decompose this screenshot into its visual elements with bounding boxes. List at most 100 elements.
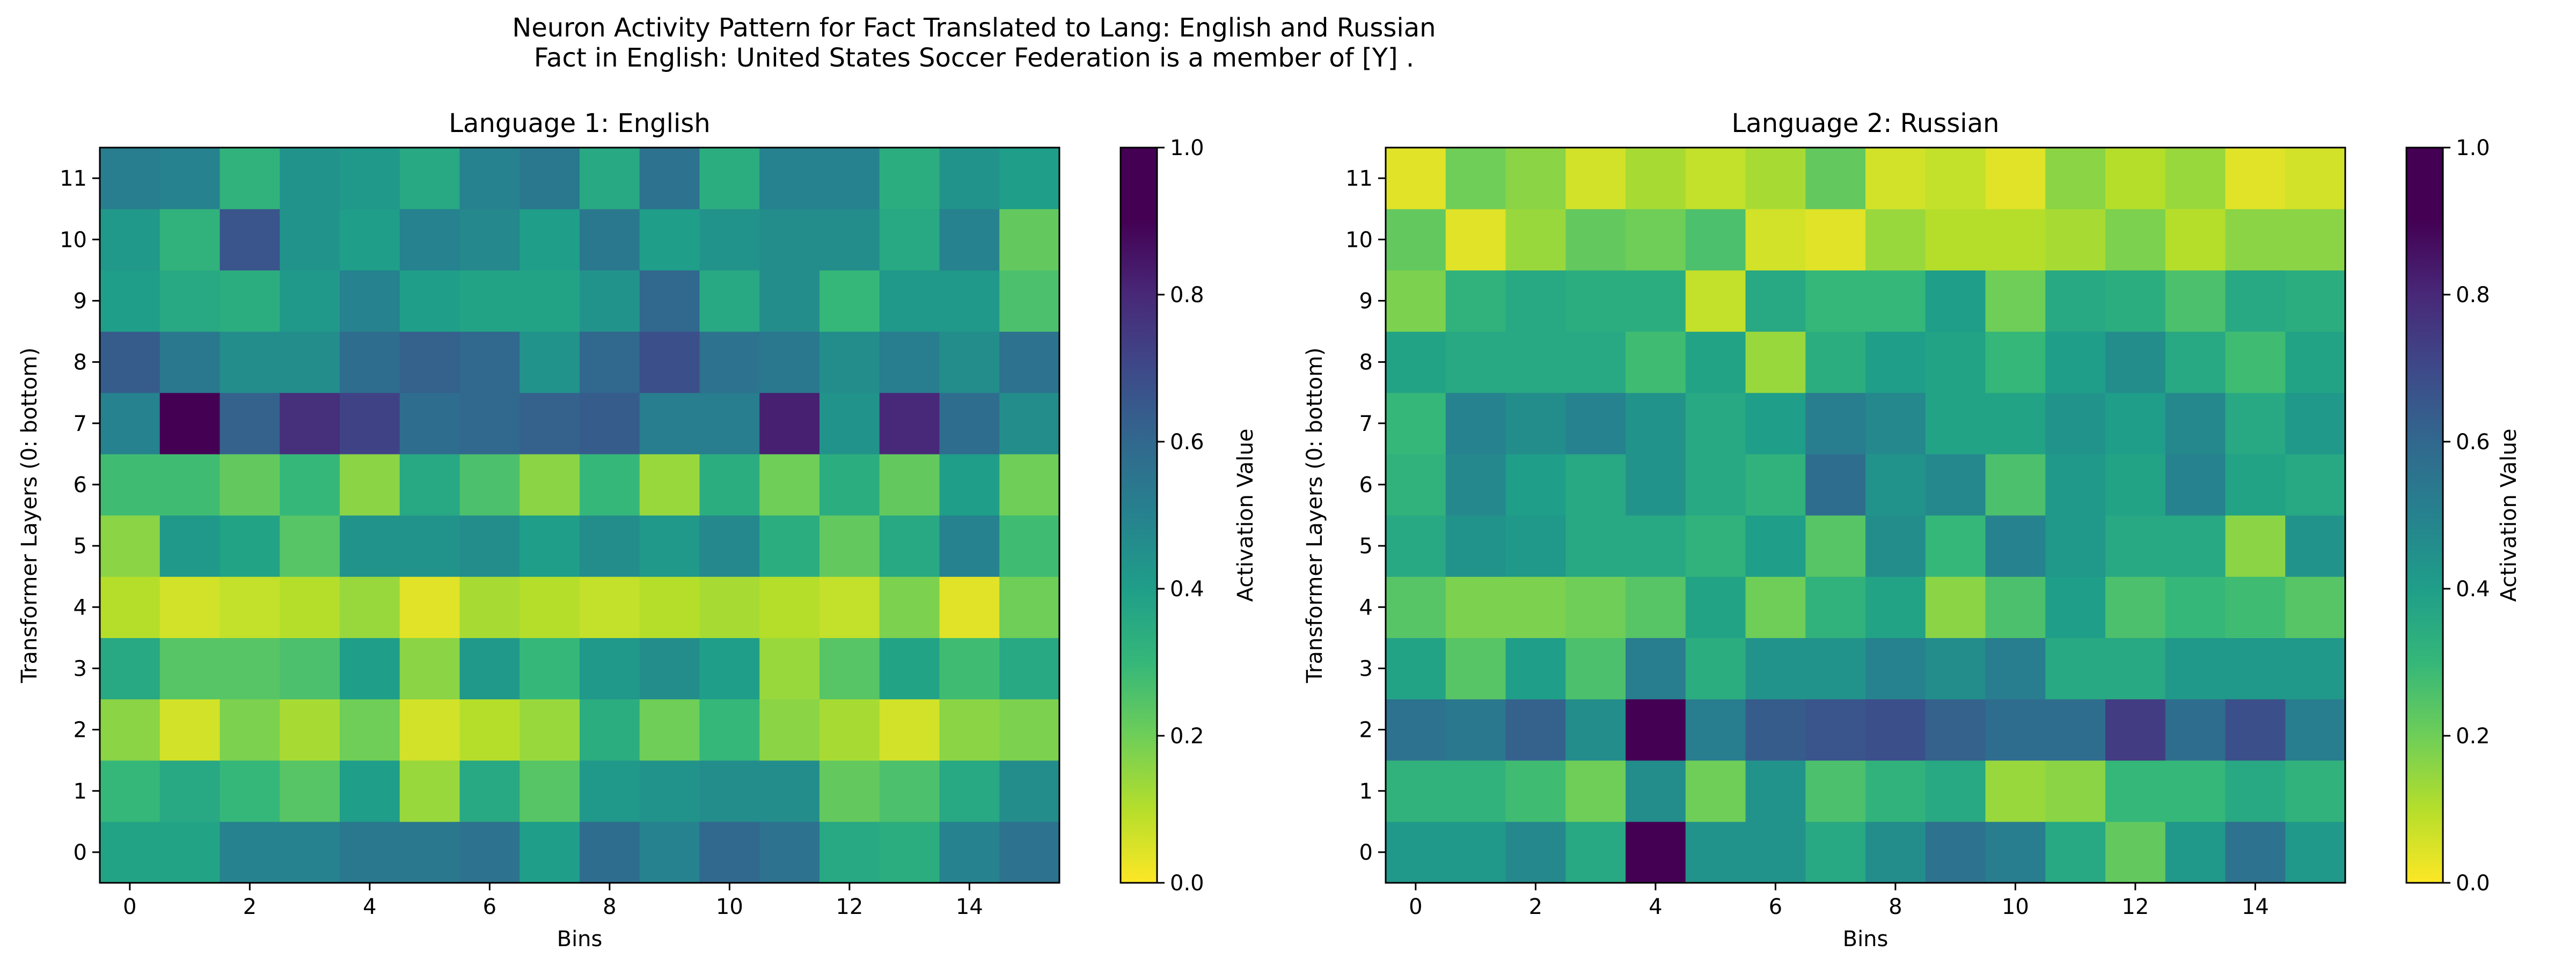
heatmap-cell-russian-L0-B3 bbox=[1565, 821, 1626, 883]
heatmap-cell-english-L7-B2 bbox=[219, 392, 280, 455]
y-axis-label-english: Transformer Layers (0: bottom) bbox=[17, 347, 42, 683]
heatmap-cell-english-L3-B15 bbox=[999, 638, 1060, 700]
heatmap-cell-russian-L5-B1 bbox=[1445, 515, 1506, 577]
heatmap-cell-english-L8-B11 bbox=[759, 331, 820, 393]
heatmap-cell-russian-L0-B14 bbox=[2225, 821, 2286, 883]
heatmap-cell-english-L5-B10 bbox=[699, 515, 760, 577]
heatmap-cell-russian-L7-B1 bbox=[1445, 392, 1506, 455]
heatmap-cell-english-L1-B1 bbox=[159, 760, 221, 822]
heatmap-cell-russian-L7-B2 bbox=[1505, 392, 1566, 455]
y-tick-label: 10 bbox=[60, 228, 87, 252]
heatmap-cell-english-L5-B13 bbox=[879, 515, 940, 577]
heatmap-cell-english-L3-B9 bbox=[639, 638, 700, 700]
heatmap-cell-russian-L3-B12 bbox=[2105, 638, 2166, 700]
heatmap-cell-russian-L8-B6 bbox=[1745, 331, 1806, 393]
heatmap-cell-russian-L11-B9 bbox=[1925, 148, 1986, 209]
heatmap-cell-russian-L3-B4 bbox=[1626, 638, 1686, 700]
heatmap-cell-russian-L9-B8 bbox=[1865, 270, 1926, 332]
heatmap-cell-russian-L4-B0 bbox=[1386, 576, 1446, 638]
heatmap-cell-english-L7-B6 bbox=[459, 392, 520, 455]
heatmap-cell-english-L8-B9 bbox=[639, 331, 700, 393]
heatmap-cell-russian-L4-B1 bbox=[1445, 576, 1506, 638]
heatmap-cell-english-L0-B7 bbox=[519, 821, 580, 883]
heatmap-cell-english-L8-B14 bbox=[939, 331, 1000, 393]
heatmap-cell-russian-L9-B9 bbox=[1925, 270, 1986, 332]
heatmap-cell-english-L5-B5 bbox=[399, 515, 460, 577]
heatmap-cell-russian-L7-B7 bbox=[1805, 392, 1866, 455]
heatmap-cell-russian-L11-B6 bbox=[1745, 148, 1806, 209]
heatmap-cell-russian-L6-B1 bbox=[1445, 453, 1506, 516]
heatmap-cell-english-L8-B12 bbox=[819, 331, 880, 393]
heatmap-cell-russian-L8-B10 bbox=[1985, 331, 2046, 393]
heatmap-cell-english-L7-B15 bbox=[999, 392, 1060, 455]
heatmap-cell-english-L6-B6 bbox=[459, 453, 520, 516]
heatmap-cell-english-L7-B3 bbox=[280, 392, 340, 455]
heatmap-cell-russian-L6-B11 bbox=[2045, 453, 2106, 516]
heatmap-cell-english-L9-B14 bbox=[939, 270, 1000, 332]
heatmap-cell-english-L2-B0 bbox=[100, 699, 160, 761]
heatmap-cell-russian-L11-B10 bbox=[1985, 148, 2046, 209]
colorbar-tick-label: 0.6 bbox=[1170, 430, 1204, 455]
heatmap-cell-english-L4-B1 bbox=[159, 576, 221, 638]
heatmap-cell-russian-L6-B14 bbox=[2225, 453, 2286, 516]
heatmap-cell-russian-L4-B11 bbox=[2045, 576, 2106, 638]
heatmap-cell-english-L9-B6 bbox=[459, 270, 520, 332]
heatmap-cell-english-L3-B11 bbox=[759, 638, 820, 700]
heatmap-cell-english-L11-B1 bbox=[159, 148, 221, 209]
heatmap-cell-russian-L8-B2 bbox=[1505, 331, 1566, 393]
heatmap-cell-russian-L10-B15 bbox=[2285, 209, 2346, 270]
y-tick-label: 7 bbox=[1359, 412, 1373, 436]
heatmap-cell-english-L3-B5 bbox=[399, 638, 460, 700]
heatmap-cell-english-L1-B13 bbox=[879, 760, 940, 822]
heatmap-cell-english-L3-B10 bbox=[699, 638, 760, 700]
heatmap-cell-russian-L10-B4 bbox=[1626, 209, 1686, 270]
heatmap-cell-english-L8-B10 bbox=[699, 331, 760, 393]
heatmap-cell-russian-L10-B14 bbox=[2225, 209, 2286, 270]
heatmap-cell-russian-L2-B3 bbox=[1565, 699, 1626, 761]
heatmap-cell-english-L0-B4 bbox=[340, 821, 400, 883]
x-tick-label: 10 bbox=[716, 895, 743, 919]
heatmap-cell-english-L10-B3 bbox=[280, 209, 340, 270]
heatmap-cell-english-L6-B2 bbox=[219, 453, 280, 516]
heatmap-cell-english-L2-B6 bbox=[459, 699, 520, 761]
heatmap-cells-english bbox=[100, 148, 1060, 883]
heatmap-cell-english-L11-B8 bbox=[580, 148, 640, 209]
heatmap-cell-russian-L5-B4 bbox=[1626, 515, 1686, 577]
heatmap-cell-english-L11-B0 bbox=[100, 148, 160, 209]
heatmap-cell-english-L3-B1 bbox=[159, 638, 221, 700]
heatmap-cell-english-L4-B4 bbox=[340, 576, 400, 638]
heatmap-cell-russian-L6-B4 bbox=[1626, 453, 1686, 516]
heatmap-cell-russian-L5-B15 bbox=[2285, 515, 2346, 577]
heatmap-cell-russian-L9-B1 bbox=[1445, 270, 1506, 332]
heatmap-cell-russian-L10-B7 bbox=[1805, 209, 1866, 270]
heatmap-cell-english-L4-B5 bbox=[399, 576, 460, 638]
x-tick-label: 10 bbox=[2002, 895, 2029, 919]
y-tick-label: 8 bbox=[74, 350, 87, 375]
heatmap-cell-english-L8-B2 bbox=[219, 331, 280, 393]
x-tick-label: 6 bbox=[1769, 895, 1782, 919]
heatmap-cell-russian-L4-B5 bbox=[1685, 576, 1746, 638]
heatmap-cell-russian-L5-B14 bbox=[2225, 515, 2286, 577]
heatmap-cell-russian-L2-B15 bbox=[2285, 699, 2346, 761]
heatmap-cell-russian-L2-B7 bbox=[1805, 699, 1866, 761]
heatmap-cell-russian-L9-B3 bbox=[1565, 270, 1626, 332]
heatmap-cell-english-L10-B0 bbox=[100, 209, 160, 270]
heatmap-cell-russian-L1-B4 bbox=[1626, 760, 1686, 822]
heatmap-cell-english-L9-B10 bbox=[699, 270, 760, 332]
y-tick-label: 0 bbox=[74, 840, 87, 865]
heatmap-cell-russian-L1-B14 bbox=[2225, 760, 2286, 822]
heatmap-cell-english-L5-B14 bbox=[939, 515, 1000, 577]
heatmap-cell-russian-L9-B14 bbox=[2225, 270, 2286, 332]
y-tick-label: 6 bbox=[74, 473, 87, 497]
heatmap-cell-english-L5-B2 bbox=[219, 515, 280, 577]
heatmap-cell-english-L1-B10 bbox=[699, 760, 760, 822]
heatmap-cell-english-L0-B9 bbox=[639, 821, 700, 883]
x-tick-label: 4 bbox=[363, 895, 376, 919]
y-tick-label: 11 bbox=[1345, 166, 1373, 191]
heatmap-cell-russian-L9-B0 bbox=[1386, 270, 1446, 332]
heatmap-cell-russian-L10-B3 bbox=[1565, 209, 1626, 270]
heatmap-cell-russian-L3-B15 bbox=[2285, 638, 2346, 700]
heatmap-cell-russian-L2-B14 bbox=[2225, 699, 2286, 761]
x-axis-label-russian: Bins bbox=[1843, 927, 1889, 952]
heatmap-cell-russian-L6-B0 bbox=[1386, 453, 1446, 516]
